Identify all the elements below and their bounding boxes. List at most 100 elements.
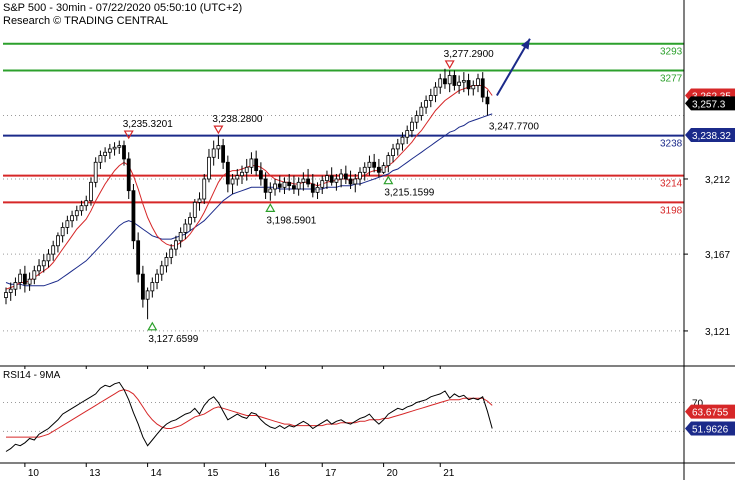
rsi-line — [5, 381, 493, 452]
candle-body — [287, 181, 292, 187]
candle-body — [254, 158, 259, 172]
candle-body — [268, 188, 273, 193]
candle-body — [37, 265, 41, 272]
candle-body — [117, 145, 122, 148]
candle-body — [32, 270, 37, 280]
candle-body — [301, 178, 306, 183]
candle-body — [60, 227, 65, 237]
candle-body — [414, 115, 419, 123]
candle-body — [376, 166, 381, 173]
candle-body — [131, 190, 136, 242]
candle-body — [296, 181, 301, 190]
candle-body — [353, 178, 358, 185]
level-value-label: 3214 — [660, 179, 683, 190]
candle-body — [93, 161, 98, 183]
high-marker-icon — [213, 125, 224, 135]
y-tick-label: 3,121 — [705, 327, 730, 338]
high-marker-icon — [123, 130, 134, 140]
candle-body — [169, 248, 174, 258]
candle-body — [433, 86, 438, 96]
candle-body — [89, 181, 93, 202]
price-tag-bg — [685, 96, 735, 111]
x-tick-label: 21 — [443, 468, 455, 479]
low-marker-icon — [265, 203, 276, 212]
rsi-tag-label: 63.6755 — [692, 408, 729, 419]
candle-body — [447, 75, 452, 85]
candle-body — [22, 273, 27, 285]
candle-body — [112, 146, 117, 150]
x-tick-label: 10 — [28, 468, 40, 479]
candle-body — [381, 165, 386, 173]
candle-body — [372, 161, 377, 168]
candle-body — [103, 151, 108, 157]
candle-body — [428, 95, 433, 101]
high-marker-icon — [444, 60, 455, 70]
candle-body — [461, 80, 466, 83]
candle-body — [74, 210, 79, 217]
high-label: 3,277.2900 — [444, 49, 494, 60]
level-label: 3,247.7700 — [489, 121, 539, 132]
candle-body — [178, 232, 183, 242]
candle-body — [358, 171, 362, 180]
chart-subtitle: Research © TRADING CENTRAL — [3, 15, 168, 27]
ma-fast-line — [5, 85, 493, 290]
candle-body — [452, 75, 457, 86]
high-label: 3,235.3201 — [123, 119, 173, 130]
price-tag-label: 3,257.3 — [692, 99, 726, 110]
y-tick-label: 3,167 — [705, 250, 730, 261]
candle-body — [84, 200, 89, 207]
candle-body — [122, 145, 126, 160]
candle-body — [282, 181, 287, 188]
candle-body — [150, 282, 155, 292]
candle-body — [192, 201, 197, 218]
forecast-arrow — [496, 38, 531, 96]
candle-body — [183, 223, 188, 233]
low-label: 3,127.6599 — [148, 334, 198, 345]
candle-body — [457, 81, 462, 86]
rsi-lines — [5, 381, 493, 452]
candle-body — [391, 148, 395, 157]
level-value-label: 3277 — [660, 73, 683, 84]
candle-body — [136, 240, 141, 275]
candle-body — [273, 183, 277, 190]
candle-body — [410, 121, 414, 131]
support-resistance-levels — [3, 42, 684, 204]
candle-body — [225, 161, 230, 185]
low-label: 3,198.5901 — [266, 215, 316, 226]
candle-body — [395, 143, 400, 150]
rsi-ma-line — [6, 389, 493, 438]
candle-body — [159, 265, 164, 275]
candle-body — [216, 145, 221, 150]
ma-slow-line — [5, 113, 493, 287]
candle-body — [188, 216, 192, 225]
rsi-grid — [3, 402, 684, 432]
rsi-tick-label: 70 — [692, 399, 704, 410]
candle-body — [27, 278, 32, 285]
level-value-label: 3293 — [660, 47, 683, 58]
candlesticks — [4, 68, 490, 320]
candle-body — [424, 100, 428, 108]
candle-body — [202, 178, 207, 200]
candle-body — [438, 78, 443, 88]
candle-body — [145, 290, 150, 300]
candle-body — [480, 78, 485, 98]
candle-body — [197, 198, 202, 203]
candle-body — [240, 171, 244, 177]
x-tick-label: 14 — [151, 468, 163, 479]
level-value-label: 3238 — [660, 139, 683, 150]
candle-body — [46, 253, 51, 262]
candle-body — [386, 155, 391, 167]
low-marker-icon — [147, 321, 158, 331]
candle-body — [13, 282, 18, 290]
rsi-panel-title: RSI14 - 9MA — [3, 370, 61, 381]
x-tick-label: 20 — [387, 468, 399, 479]
forecast-arrow-line — [496, 38, 531, 96]
candle-body — [211, 148, 216, 158]
candle-body — [325, 175, 329, 182]
candle-body — [249, 158, 254, 168]
low-marker-icon — [383, 175, 394, 185]
candle-body — [339, 173, 344, 180]
rsi-tag-label: 51.9626 — [692, 425, 729, 436]
level-value-label: 3198 — [660, 205, 683, 216]
